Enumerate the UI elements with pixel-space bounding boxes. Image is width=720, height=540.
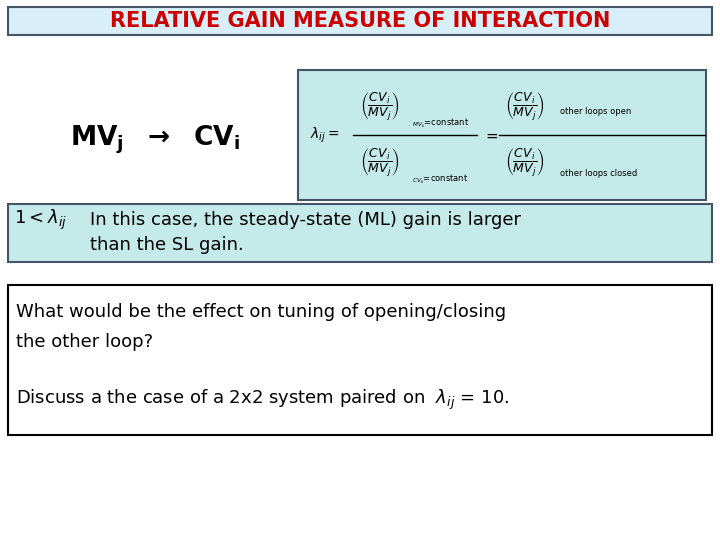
FancyBboxPatch shape (8, 7, 712, 35)
Text: the other loop?: the other loop? (16, 333, 153, 351)
Text: In this case, the steady-state (ML) gain is larger: In this case, the steady-state (ML) gain… (90, 211, 521, 229)
Text: $\lambda_{ij}=$: $\lambda_{ij}=$ (310, 125, 339, 145)
Text: than the SL gain.: than the SL gain. (90, 236, 244, 254)
Text: RELATIVE GAIN MEASURE OF INTERACTION: RELATIVE GAIN MEASURE OF INTERACTION (110, 11, 610, 31)
Text: $\left(\dfrac{CV_i}{MV_j}\right)$: $\left(\dfrac{CV_i}{MV_j}\right)$ (505, 147, 545, 179)
FancyBboxPatch shape (8, 204, 712, 262)
Text: $\left(\dfrac{CV_i}{MV_j}\right)$: $\left(\dfrac{CV_i}{MV_j}\right)$ (505, 91, 545, 123)
Text: $\left(\dfrac{CV_i}{MV_j}\right)$: $\left(\dfrac{CV_i}{MV_j}\right)$ (360, 91, 400, 123)
Text: other loops open: other loops open (560, 106, 631, 116)
Text: $1<\lambda_{ij}$: $1<\lambda_{ij}$ (14, 208, 67, 232)
Text: ${}_{MV_k}$=constant: ${}_{MV_k}$=constant (412, 116, 469, 130)
Text: Discuss a the case of a 2x2 system paired on  $\lambda_{ij}$ = 10.: Discuss a the case of a 2x2 system paire… (16, 388, 509, 412)
Text: $\left(\dfrac{CV_i}{MV_j}\right)$: $\left(\dfrac{CV_i}{MV_j}\right)$ (360, 147, 400, 179)
Text: $=$: $=$ (483, 127, 499, 143)
FancyBboxPatch shape (8, 285, 712, 435)
Text: other loops closed: other loops closed (560, 168, 637, 178)
FancyBboxPatch shape (298, 70, 706, 200)
Text: What would be the effect on tuning of opening/closing: What would be the effect on tuning of op… (16, 303, 506, 321)
Text: ${}_{CV_k}$=constant: ${}_{CV_k}$=constant (412, 172, 468, 186)
Text: $\mathbf{MV_j}$  $\mathbf{\rightarrow}$  $\mathbf{CV_i}$: $\mathbf{MV_j}$ $\mathbf{\rightarrow}$ $… (70, 124, 240, 156)
